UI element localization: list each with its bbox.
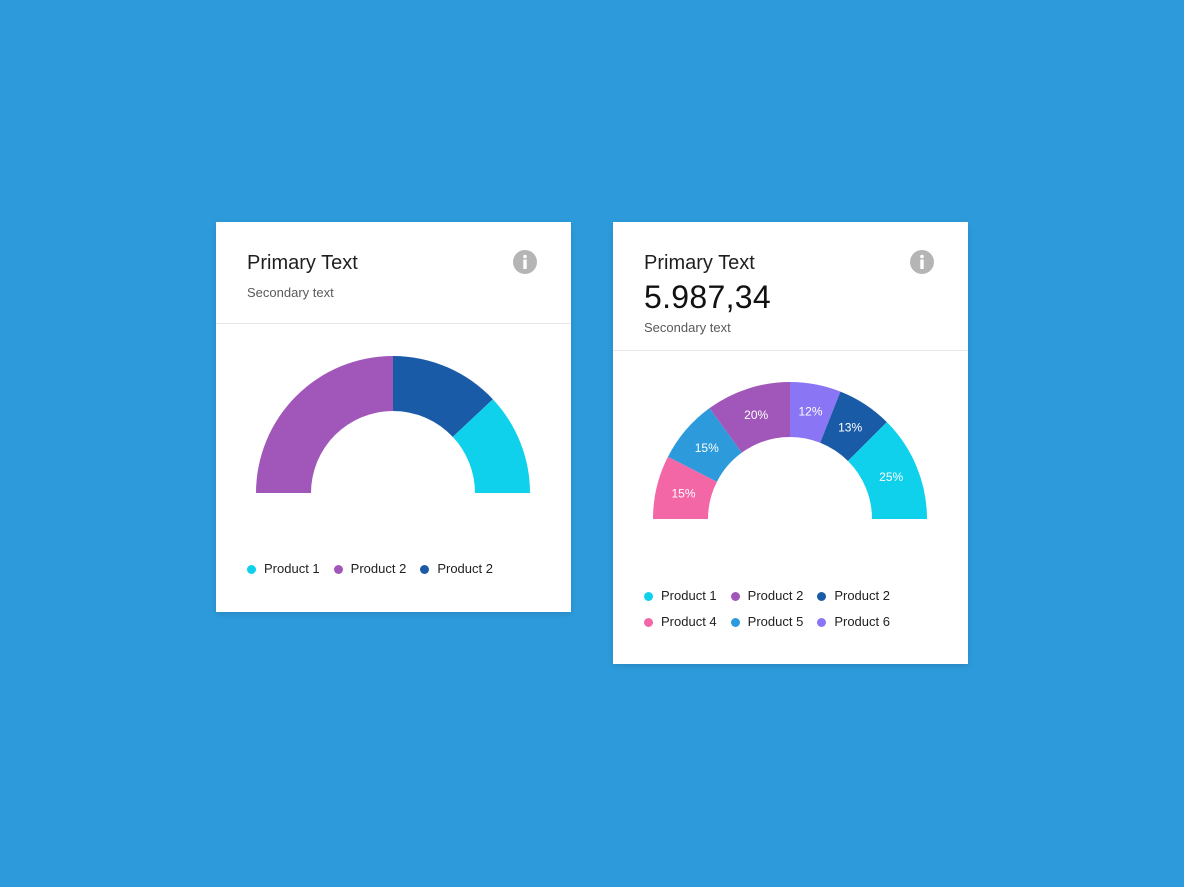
- chart-legend: Product 1 Product 2 Product 2 Product 4 Prod…: [644, 588, 890, 630]
- legend-item[interactable]: Product 4: [644, 614, 717, 630]
- legend-item[interactable]: Product 5: [730, 614, 804, 630]
- legend-label: Product 6: [834, 614, 890, 629]
- card-header: Primary Text Secondary text: [216, 222, 571, 323]
- half-donut-chart: 15% 15% 20% 12% 13% 25%: [653, 382, 927, 519]
- divider: [613, 350, 968, 351]
- legend-item[interactable]: Product 2: [817, 588, 890, 604]
- chart-slice[interactable]: [452, 399, 530, 493]
- info-icon[interactable]: [513, 250, 537, 274]
- chart-card: Primary Text 5.987,34 Secondary text 15%…: [613, 222, 968, 664]
- slice-label: 15%: [672, 486, 696, 500]
- slice-label: 15%: [695, 441, 719, 455]
- chart-card: Primary Text Secondary text Product 1 Pro…: [216, 222, 571, 612]
- legend-color-dot: [247, 564, 256, 574]
- chart-slice[interactable]: [653, 456, 717, 519]
- legend-label: Product 1: [264, 561, 320, 576]
- legend-label: Product 5: [747, 614, 804, 629]
- slice-label: 25%: [879, 470, 903, 484]
- legend-label: Product 2: [834, 588, 890, 603]
- legend-item[interactable]: Product 2: [730, 588, 804, 604]
- chart-slice[interactable]: [820, 391, 887, 462]
- half-donut-chart: [256, 356, 530, 493]
- chart-slice[interactable]: [709, 382, 790, 453]
- chart-slice[interactable]: [667, 408, 742, 482]
- slice-label: 13%: [838, 420, 862, 434]
- slice-label: 20%: [744, 408, 768, 422]
- legend-item[interactable]: Product 1: [247, 561, 320, 577]
- card-subtitle: Secondary text: [644, 320, 731, 335]
- chart-slice[interactable]: [393, 356, 493, 437]
- card-title: Primary Text: [644, 252, 755, 274]
- legend-color-dot: [420, 564, 430, 574]
- legend-item[interactable]: Product 1: [644, 588, 717, 604]
- legend-color-dot: [333, 564, 343, 574]
- card-subtitle: Secondary text: [247, 285, 334, 300]
- info-icon[interactable]: [910, 250, 934, 274]
- legend-item[interactable]: Product 6: [817, 614, 890, 630]
- legend-label: Product 2: [437, 561, 493, 576]
- legend-color-dot: [644, 591, 653, 601]
- chart-slice[interactable]: [847, 422, 927, 519]
- legend-item[interactable]: Product 2: [333, 561, 407, 577]
- card-title: Primary Text: [247, 252, 358, 274]
- legend-color-dot: [730, 617, 740, 627]
- card-value: 5.987,34: [644, 279, 771, 315]
- legend-label: Product 1: [661, 588, 717, 603]
- chart-slice[interactable]: [790, 382, 841, 443]
- chart-slice[interactable]: [256, 356, 393, 493]
- chart-legend: Product 1 Product 2 Product 2: [247, 561, 493, 577]
- legend-item[interactable]: Product 2: [420, 561, 493, 577]
- legend-color-dot: [644, 617, 653, 627]
- legend-color-dot: [817, 591, 827, 601]
- divider: [216, 323, 571, 324]
- card-header: Primary Text 5.987,34 Secondary text: [613, 222, 968, 350]
- legend-label: Product 4: [661, 614, 717, 629]
- legend-label: Product 2: [350, 561, 407, 576]
- slice-label: 12%: [799, 404, 823, 418]
- legend-label: Product 2: [747, 588, 804, 603]
- legend-color-dot: [730, 591, 740, 601]
- legend-color-dot: [817, 617, 827, 627]
